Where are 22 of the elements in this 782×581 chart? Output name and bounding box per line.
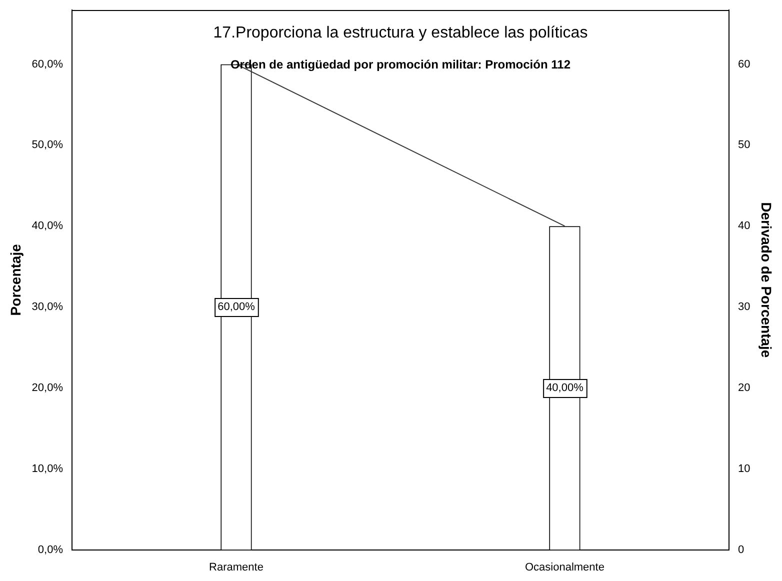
x-tick-label: Raramente <box>209 561 264 574</box>
y-tick-label: 50,0% <box>32 139 64 152</box>
y2-axis-title: Derivado de Porcentaje <box>758 202 775 358</box>
y-axis-title: Porcentaje <box>7 244 24 316</box>
y2-tick-label: 60 <box>738 58 750 70</box>
y-tick-label: 10,0% <box>32 462 64 475</box>
x-tick-label: Ocasionalmente <box>524 561 604 574</box>
y-tick-label: 0,0% <box>38 544 64 556</box>
y-tick-label: 20,0% <box>32 382 64 394</box>
y2-tick-label: 10 <box>738 462 750 475</box>
y-tick-label: 60,0% <box>32 58 64 70</box>
text: 17.Proporciona la estructura y establece las políticas <box>213 24 588 42</box>
text: Orden de antigüedad por promoción militar: Promoción 112 <box>230 57 571 72</box>
y2-tick-label: 20 <box>738 382 750 394</box>
data-label: 60,00% <box>218 301 256 314</box>
y2-tick-label: 40 <box>738 220 750 232</box>
y2-tick-label: 30 <box>738 301 750 314</box>
y2-tick-label: 50 <box>738 139 750 152</box>
y2-tick-label: 0 <box>738 544 744 556</box>
y-tick-label: 40,0% <box>32 220 64 232</box>
y-tick-label: 30,0% <box>32 301 64 314</box>
data-label: 40,00% <box>546 382 584 394</box>
